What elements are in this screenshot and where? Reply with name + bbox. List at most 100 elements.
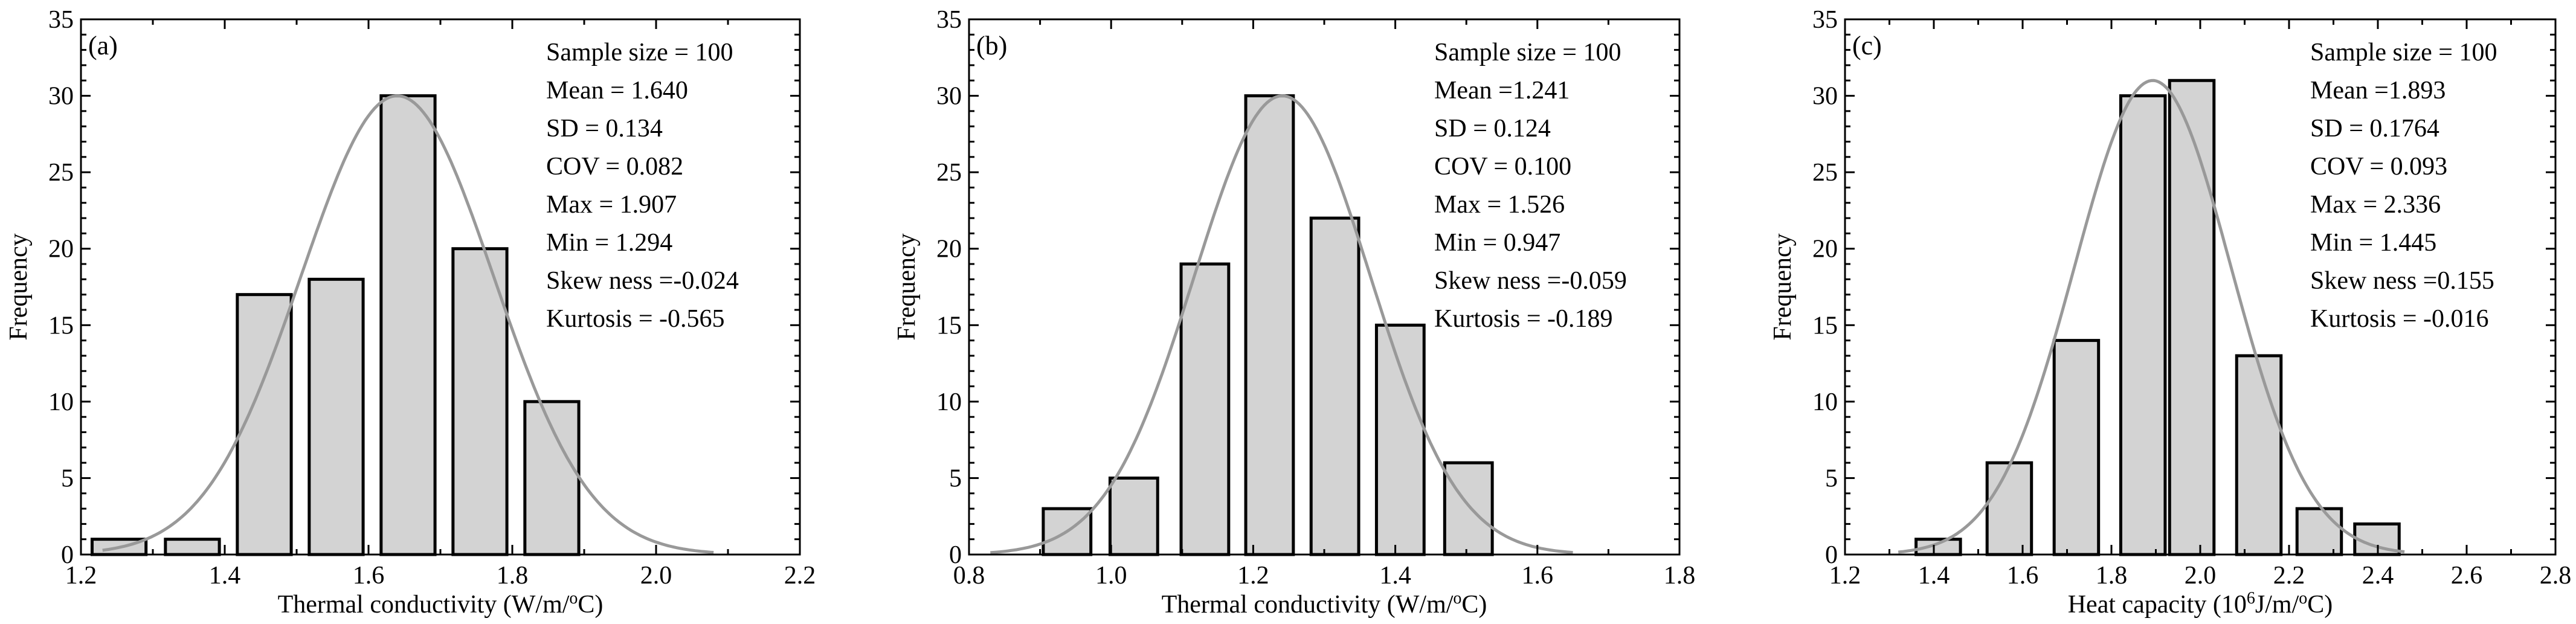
x-tick-label: 1.2 (1829, 562, 1861, 590)
histogram-bar (1108, 476, 1159, 556)
stats-line: SD = 0.124 (1434, 115, 1551, 143)
histogram-bar (308, 277, 365, 556)
stats-line: Skew ness =0.155 (2310, 267, 2494, 295)
histogram-bar (1309, 216, 1360, 556)
x-axis-title-part: Thermal conductivity (W/m/ (278, 591, 570, 619)
y-tick-label: 10 (1812, 388, 1838, 416)
histogram-bar (2119, 94, 2167, 556)
x-tick-label: 1.6 (1522, 562, 1554, 590)
x-axis-title-part: C) (578, 591, 603, 619)
y-tick-label: 5 (1825, 465, 1838, 492)
normal-fit-curve (1898, 79, 2405, 554)
x-tick-label: 1.6 (2007, 562, 2039, 590)
y-tick-label: 0 (61, 541, 74, 569)
stats-line: Kurtosis = -0.565 (546, 305, 725, 333)
y-tick-label: 35 (936, 6, 962, 34)
stats-line: Min = 0.947 (1434, 229, 1560, 257)
y-tick-label: 30 (48, 83, 74, 111)
y-tick-label: 10 (936, 388, 962, 416)
stats-line: Mean =1.241 (1434, 77, 1570, 105)
histogram-bar (1179, 262, 1231, 556)
y-tick-label: 25 (1812, 159, 1838, 187)
x-tick-label: 2.0 (640, 562, 672, 590)
histogram-bar (164, 538, 221, 556)
x-axis-title: Heat capacity (106J/m/oC) (2068, 589, 2333, 619)
x-tick-label: 1.8 (2096, 562, 2128, 590)
stats-line: Sample size = 100 (1434, 39, 1621, 66)
panel-c: 1.2 1.4 1.6 1.8 2.0 2.2 2.4 2.6 2.8 0 5 10 15 20 25 30 3… (1769, 6, 2571, 619)
y-tick-label: 15 (48, 312, 74, 339)
x-tick-label: 2.2 (784, 562, 816, 590)
y-tick-label: 30 (936, 83, 962, 111)
y-tick-label: 20 (936, 236, 962, 263)
y-tick-label: 5 (61, 465, 74, 492)
panel-label: (c) (1852, 31, 1882, 60)
x-axis-title-superscript: o (1453, 589, 1461, 608)
stats-line: Min = 1.445 (2310, 229, 2436, 257)
y-tick-label: 35 (1812, 6, 1838, 34)
x-tick-label: 1.2 (65, 562, 97, 590)
panel-a: 1.2 1.4 1.6 1.8 2.0 2.2 0 5 10 15 20 25 30 35 Frequenc… (5, 6, 816, 619)
normal-fit-curve (990, 94, 1573, 555)
stats-line: SD = 0.134 (546, 115, 663, 143)
normal-fit-curve (102, 94, 714, 554)
x-tick-label: 0.8 (953, 562, 985, 590)
stats-line: Sample size = 100 (546, 39, 733, 66)
stats-line: Kurtosis = -0.016 (2310, 305, 2489, 333)
x-axis-title-part: C) (2307, 591, 2333, 619)
x-axis-title-part: C) (1461, 591, 1487, 619)
histogram-bar (2235, 354, 2283, 556)
y-tick-label: 5 (949, 465, 962, 492)
y-tick-label: 20 (1812, 236, 1838, 263)
x-axis-title-superscript: o (569, 589, 578, 608)
stats-line: Max = 2.336 (2310, 191, 2441, 219)
x-axis-title-superscript: o (2299, 589, 2307, 608)
stats-line: COV = 0.100 (1434, 153, 1571, 181)
x-tick-label: 1.4 (209, 562, 241, 590)
y-axis-title: Frequency (893, 233, 921, 340)
x-tick-label: 1.8 (1664, 562, 1696, 590)
x-axis-title: Thermal conductivity (W/m/oC) (1162, 589, 1487, 619)
histogram-bar (2295, 507, 2343, 556)
stats-line: Sample size = 100 (2310, 39, 2497, 66)
x-tick-label: 1.4 (1918, 562, 1950, 590)
y-tick-label: 0 (1825, 541, 1838, 569)
stats-line: Skew ness =-0.059 (1434, 267, 1627, 295)
y-tick-label: 15 (936, 312, 962, 339)
x-tick-label: 2.8 (2540, 562, 2572, 590)
y-tick-label: 10 (48, 388, 74, 416)
y-axis-title: Frequency (1769, 233, 1797, 340)
x-tick-label: 2.4 (2362, 562, 2394, 590)
histogram-bar (379, 94, 437, 556)
stats-line: Mean = 1.640 (546, 77, 688, 105)
x-axis-title-part: Heat capacity (10 (2068, 591, 2247, 619)
panel-label: (a) (88, 31, 118, 60)
x-tick-label: 1.6 (353, 562, 385, 590)
y-tick-label: 25 (936, 159, 962, 187)
x-axis-title: Thermal conductivity (W/m/oC) (278, 589, 604, 619)
y-tick-label: 25 (48, 159, 74, 187)
x-tick-label: 1.4 (1379, 562, 1411, 590)
y-tick-label: 30 (1812, 83, 1838, 111)
histogram-bar (1985, 461, 2033, 556)
x-axis-title-superscript: 6 (2247, 589, 2255, 608)
stats-line: COV = 0.082 (546, 153, 683, 181)
x-axis-title-part: J/m/ (2255, 591, 2299, 619)
x-tick-label: 1.2 (1237, 562, 1269, 590)
y-tick-label: 0 (949, 541, 962, 569)
y-tick-label: 35 (48, 6, 74, 34)
panel-b: 0.8 1.0 1.2 1.4 1.6 1.8 0 5 10 15 20 25 30 35 Frequenc… (893, 6, 1695, 619)
stats-line: Max = 1.907 (546, 191, 677, 219)
stats-line: Max = 1.526 (1434, 191, 1565, 219)
stats-line: Min = 1.294 (546, 229, 672, 257)
histogram-bar (1374, 323, 1426, 556)
y-axis-title: Frequency (5, 233, 33, 340)
panel-label: (b) (976, 31, 1007, 60)
x-axis-title-part: Thermal conductivity (W/m/ (1162, 591, 1454, 619)
stats-line: Skew ness =-0.024 (546, 267, 739, 295)
y-tick-label: 20 (48, 236, 74, 263)
histogram-bar (2168, 79, 2216, 556)
stats-line: COV = 0.093 (2310, 153, 2447, 181)
histogram-bar (1443, 461, 1494, 556)
